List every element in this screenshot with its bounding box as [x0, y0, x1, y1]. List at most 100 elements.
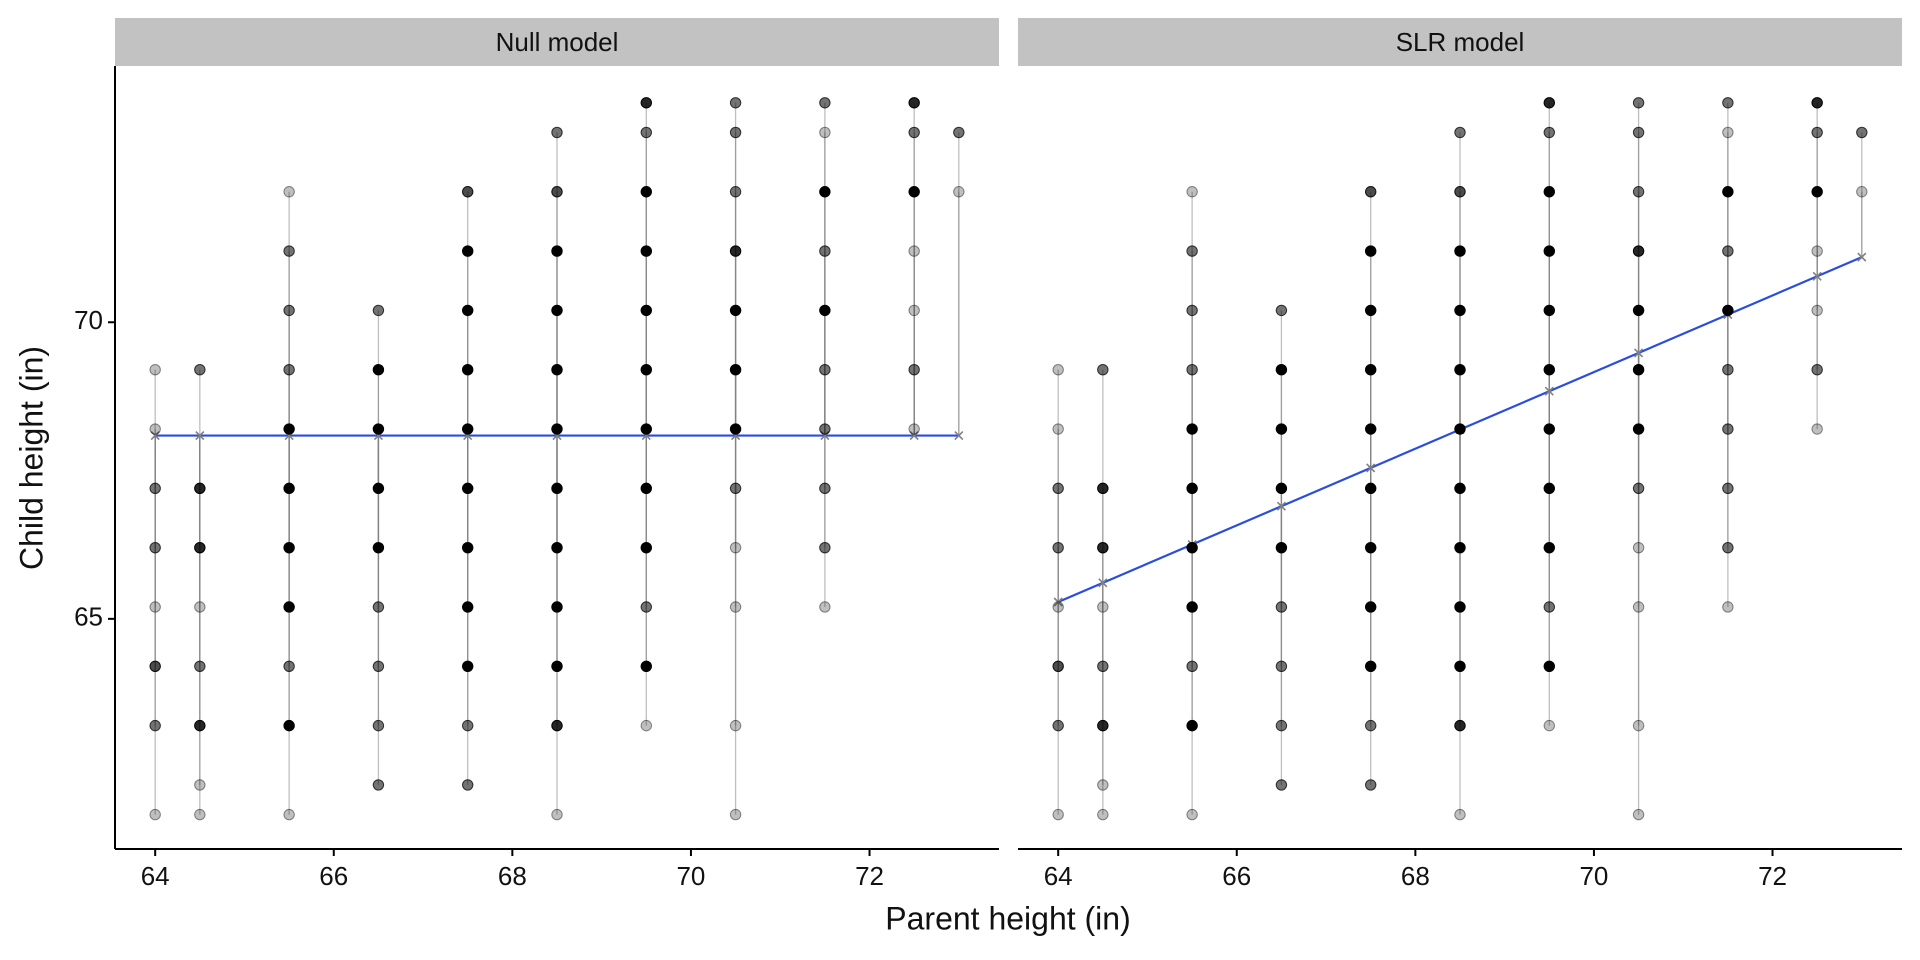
- point: [640, 364, 652, 376]
- point: [819, 126, 831, 139]
- point: [194, 601, 206, 613]
- fitted-marker: [1812, 271, 1822, 281]
- point: [194, 808, 206, 821]
- point: [1543, 126, 1555, 139]
- point: [1856, 186, 1868, 198]
- point: [1365, 779, 1377, 791]
- fitted-marker: [195, 430, 205, 441]
- point: [283, 245, 295, 257]
- point: [551, 364, 563, 376]
- point: [1275, 364, 1288, 376]
- point: [1365, 601, 1377, 613]
- point: [1186, 601, 1198, 613]
- point: [1722, 541, 1734, 554]
- point: [1632, 245, 1645, 257]
- point: [194, 719, 206, 732]
- point: [1454, 719, 1466, 732]
- point: [1543, 97, 1555, 109]
- point: [819, 364, 831, 376]
- fitted-marker: [1098, 578, 1108, 588]
- point: [1365, 541, 1377, 554]
- point: [1543, 186, 1555, 198]
- point: [908, 186, 920, 198]
- point: [1275, 719, 1288, 732]
- point: [1186, 304, 1198, 317]
- point: [1632, 808, 1645, 821]
- point: [149, 601, 161, 613]
- y-tick-label: 65: [74, 602, 103, 632]
- point: [551, 660, 563, 672]
- point: [1275, 660, 1288, 672]
- point: [953, 126, 965, 139]
- point: [1275, 601, 1288, 613]
- x-tick-label: 66: [319, 861, 348, 891]
- point: [819, 186, 831, 198]
- point: [283, 601, 295, 613]
- x-tick-label: 64: [1044, 861, 1073, 891]
- point: [551, 601, 563, 613]
- fitted-marker: [1634, 348, 1644, 358]
- point: [1365, 245, 1377, 257]
- fitted-marker: [1857, 252, 1867, 262]
- point: [1454, 541, 1466, 554]
- point: [551, 186, 563, 198]
- point: [462, 186, 474, 198]
- point: [551, 808, 563, 821]
- point: [1365, 482, 1377, 495]
- point: [551, 245, 563, 257]
- point: [1632, 186, 1645, 198]
- point: [640, 97, 652, 109]
- point: [1275, 304, 1288, 317]
- point: [1632, 364, 1645, 376]
- point: [1186, 364, 1198, 376]
- point: [462, 423, 474, 435]
- point: [1097, 779, 1109, 791]
- point: [819, 97, 831, 109]
- point: [462, 304, 474, 317]
- point: [1722, 97, 1734, 109]
- fitted-marker: [954, 430, 964, 441]
- x-tick-label: 64: [141, 861, 170, 891]
- point: [1856, 126, 1868, 139]
- point: [551, 423, 563, 435]
- point: [149, 423, 161, 435]
- point: [1632, 423, 1645, 435]
- point: [462, 779, 474, 791]
- x-axis-label: Parent height (in): [885, 900, 1130, 936]
- point: [1052, 808, 1064, 821]
- point: [372, 719, 385, 732]
- point: [819, 245, 831, 257]
- point: [729, 482, 742, 495]
- point: [1722, 245, 1734, 257]
- point: [1811, 245, 1823, 257]
- point: [1722, 126, 1734, 139]
- point: [1811, 126, 1823, 139]
- point: [372, 423, 385, 435]
- fitted-marker: [150, 430, 160, 441]
- point: [462, 482, 474, 495]
- point: [551, 541, 563, 554]
- point: [908, 304, 920, 317]
- point: [194, 779, 206, 791]
- point: [640, 482, 652, 495]
- point: [551, 719, 563, 732]
- point: [1186, 808, 1198, 821]
- point: [640, 719, 652, 732]
- point: [149, 482, 161, 495]
- point: [1811, 423, 1823, 435]
- point: [908, 364, 920, 376]
- point: [1275, 423, 1288, 435]
- point: [372, 779, 385, 791]
- point: [1365, 423, 1377, 435]
- point: [1543, 423, 1555, 435]
- point: [729, 719, 742, 732]
- point: [1454, 601, 1466, 613]
- point: [729, 97, 742, 109]
- point: [551, 304, 563, 317]
- point: [640, 660, 652, 672]
- point: [551, 482, 563, 495]
- point: [1632, 541, 1645, 554]
- point: [819, 601, 831, 613]
- point: [1365, 186, 1377, 198]
- point: [1454, 304, 1466, 317]
